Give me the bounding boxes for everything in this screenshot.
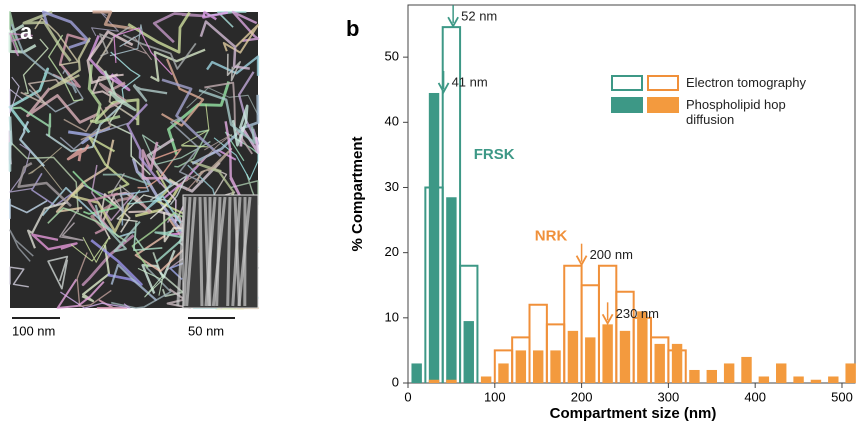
y-tick-label: 10 xyxy=(385,309,399,324)
x-axis-label: Compartment size (nm) xyxy=(550,405,717,422)
fiber xyxy=(10,117,11,171)
y-tick-label: 0 xyxy=(392,374,399,389)
y-tick-label: 30 xyxy=(385,179,399,194)
bar xyxy=(620,331,630,383)
y-axis-label: % Compartment xyxy=(349,136,366,251)
bar xyxy=(533,350,543,383)
panel-label: a xyxy=(20,19,33,44)
annotation: 230 nm xyxy=(616,306,659,321)
bar xyxy=(845,363,855,383)
bar xyxy=(568,331,578,383)
legend-swatch xyxy=(648,76,678,90)
bar xyxy=(411,363,421,383)
bar xyxy=(498,363,508,383)
bar xyxy=(446,197,456,383)
annotation: 52 nm xyxy=(461,9,497,24)
bar xyxy=(516,350,526,383)
legend-swatch xyxy=(612,76,642,90)
x-tick-label: 100 xyxy=(484,389,506,404)
group-label: NRK xyxy=(535,227,568,244)
scale-label: 100 nm xyxy=(12,323,55,338)
panel-label: b xyxy=(346,16,359,41)
bar xyxy=(602,324,612,383)
legend-swatch xyxy=(648,98,678,112)
bar xyxy=(828,376,838,383)
y-tick-label: 40 xyxy=(385,114,399,129)
bar xyxy=(793,376,803,383)
bar xyxy=(724,363,734,383)
bar xyxy=(585,337,595,383)
legend-item: Phospholipid hop diffusion xyxy=(686,97,836,133)
y-tick-label: 50 xyxy=(385,49,399,64)
bar xyxy=(481,376,491,383)
legend-label: Electron tomography xyxy=(686,75,836,90)
bar xyxy=(429,380,439,383)
plot-frame xyxy=(408,5,855,383)
x-tick-label: 500 xyxy=(831,389,853,404)
bar xyxy=(776,363,786,383)
bar xyxy=(446,380,456,383)
bar xyxy=(707,370,717,383)
y-tick-label: 20 xyxy=(385,244,399,259)
bar xyxy=(759,376,769,383)
annotation: 200 nm xyxy=(590,247,633,262)
annotation: 41 nm xyxy=(452,74,488,89)
bar xyxy=(672,344,682,383)
bar xyxy=(689,370,699,383)
legend-swatch xyxy=(612,98,642,112)
bar xyxy=(811,380,821,383)
scale-label: 50 nm xyxy=(188,323,224,338)
bar xyxy=(464,321,474,383)
bar xyxy=(637,311,647,383)
bar xyxy=(655,344,665,383)
x-tick-label: 300 xyxy=(658,389,680,404)
bar xyxy=(429,93,439,383)
x-tick-label: 400 xyxy=(744,389,766,404)
x-tick-label: 0 xyxy=(404,389,411,404)
x-tick-label: 200 xyxy=(571,389,593,404)
legend-label: Phospholipid hop diffusion xyxy=(686,97,821,127)
bar xyxy=(550,350,560,383)
bar xyxy=(741,357,751,383)
group-label: FRSK xyxy=(474,146,515,163)
fiber xyxy=(200,197,202,306)
